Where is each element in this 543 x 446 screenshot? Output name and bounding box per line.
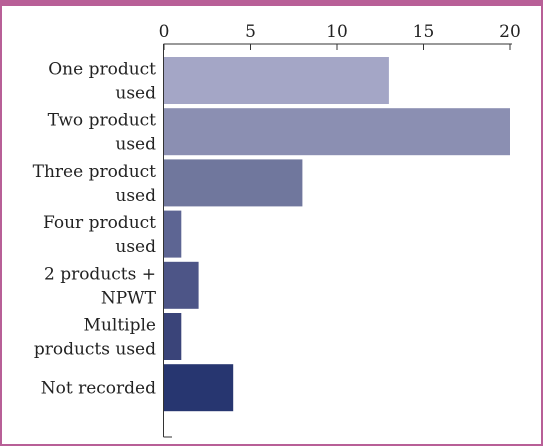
frame-bottom-border [0,444,543,446]
category-label-6-line-2: products used [34,340,156,360]
category-label-1-line-2: used [115,84,156,104]
category-label-5-line-1: 2 products + [44,264,156,284]
frame-top-band [0,0,543,6]
x-tick-label-4: 15 [413,22,435,42]
category-labels-group: One product used Two product used Three prod… [33,60,157,399]
frame-left-border [0,0,2,446]
y-axis [163,44,172,438]
category-label-2-line-1: Two product [48,111,157,131]
bar-6 [164,313,182,360]
bar-7 [164,364,234,412]
category-label-5-line-2: NPWT [101,288,157,308]
bars-group [164,57,510,412]
bar-4 [164,210,182,258]
category-label-7-line-1: Not recorded [41,379,156,399]
x-tick-label-2: 5 [245,22,256,42]
category-label-1-line-1: One product [48,60,156,80]
bar-1 [164,57,389,104]
x-tick-label-3: 10 [326,22,348,42]
category-label-6-line-1: Multiple [84,316,156,336]
x-tick-label-1: 0 [159,22,170,42]
bar-3 [164,159,303,207]
frame-right-border [541,0,543,446]
category-label-3-line-1: Three product [33,162,157,182]
category-label-3-line-2: used [115,186,156,206]
category-label-4-line-2: used [115,237,156,257]
x-tick-label-5: 20 [499,22,521,42]
category-label-2-line-2: used [115,135,156,155]
category-label-4-line-1: Four product [43,213,156,233]
bar-2 [164,108,510,156]
x-axis: 0 5 10 15 20 [159,22,521,50]
bar-5 [164,261,199,309]
